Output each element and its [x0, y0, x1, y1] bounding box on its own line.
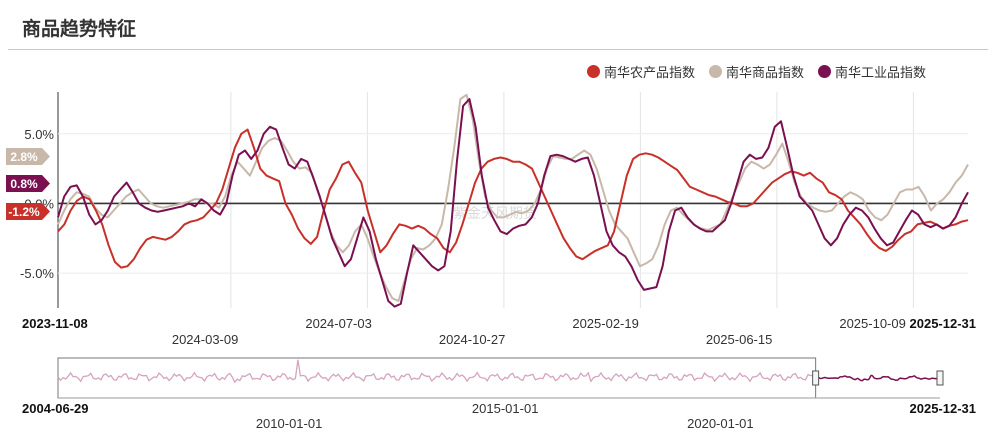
series-line-1	[57, 93, 969, 302]
x-end-label: 2025-12-31	[910, 316, 977, 331]
badge-label: -1.2%	[8, 205, 40, 219]
navigator-right-handle[interactable]	[936, 370, 944, 386]
last-value-badge-1: 2.8%	[6, 148, 50, 165]
nav-tick-label: 2015-01-01	[472, 401, 539, 416]
chart-legend[interactable]: 南华农产品指数 南华商品指数 南华工业品指数	[586, 62, 926, 81]
badge-bg	[6, 175, 42, 192]
page-title: 商品趋势特征	[22, 18, 137, 40]
series-line-0	[57, 128, 969, 269]
x-tick-label: 2024-03-09	[172, 332, 239, 347]
x-tick-label: 2024-10-27	[439, 332, 506, 347]
badge-bg	[6, 203, 42, 220]
legend-label-industrial: 南华工业品指数	[834, 66, 926, 81]
nav-tick-label: 2010-01-01	[256, 416, 323, 431]
legend-label-composite: 南华商品指数	[725, 66, 804, 81]
badge-arrow	[42, 175, 50, 192]
legend-dot-composite	[708, 65, 722, 78]
legend-item-agri[interactable]: 南华农产品指数	[586, 62, 695, 81]
legend-dot-agri	[586, 65, 600, 78]
x-tick-label: 2025-06-15	[706, 332, 773, 347]
x-tick-label: 2025-10-09	[839, 316, 906, 331]
nav-tick-label: 2020-01-01	[687, 416, 754, 431]
x-start-label: 2023-11-08	[22, 316, 88, 331]
x-tick-label: 2024-07-03	[305, 316, 372, 331]
badge-arrow	[42, 203, 50, 220]
x-tick-label: 2025-02-19	[572, 316, 639, 331]
y-tick-label: -5.0%	[20, 266, 54, 281]
nav-end-label: 2025-12-31	[910, 401, 977, 416]
legend-label-agri: 南华农产品指数	[603, 66, 695, 81]
badge-arrow	[42, 148, 50, 165]
badge-label: 2.8%	[10, 150, 38, 164]
title-divider	[8, 49, 988, 50]
legend-item-industrial[interactable]: 南华工业品指数	[817, 62, 926, 81]
navigator-left-handle[interactable]	[812, 370, 820, 386]
nav-start-label: 2004-06-29	[22, 401, 89, 416]
legend-dot-industrial	[817, 65, 831, 78]
plot-area: 5.0%0.0%-5.0%紫金天风期货2.8%0.8%-1.2%2023-11-…	[6, 92, 976, 347]
last-value-badge-2: 0.8%	[6, 175, 50, 192]
badge-label: 0.8%	[10, 177, 38, 191]
legend-item-composite[interactable]: 南华商品指数	[708, 62, 804, 81]
navigator-selected-line	[815, 374, 941, 382]
last-value-badge-0: -1.2%	[6, 203, 50, 220]
range-navigator[interactable]: 2004-06-29 2025-12-31 2010-01-01 2015-01-01…	[22, 357, 977, 431]
series-line-2	[57, 98, 969, 308]
navigator-history-line	[57, 359, 816, 384]
badge-bg	[6, 148, 42, 165]
y-tick-label: 5.0%	[24, 127, 54, 142]
